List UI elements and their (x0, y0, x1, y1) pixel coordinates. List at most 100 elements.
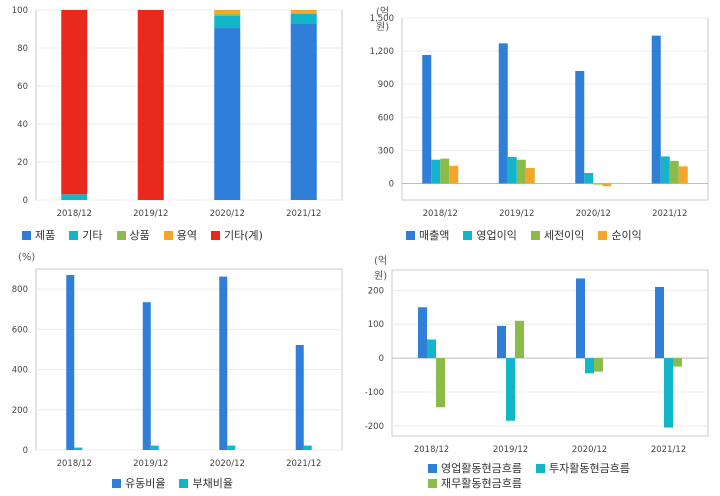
y-tick-label: 200 (12, 406, 28, 416)
legend-label: 상품 (129, 229, 150, 242)
bar-순이익 (525, 168, 535, 184)
x-tick-label: 2018/12 (57, 209, 92, 219)
x-tick-label: 2020/12 (572, 445, 607, 455)
bar-부채비율 (150, 445, 159, 450)
legend-swatch (530, 231, 540, 240)
y-tick-label: 200 (368, 286, 384, 296)
legend-item: 순이익 (598, 228, 642, 243)
bar-투자활동현금흐름 (506, 358, 515, 421)
x-tick-label: 2019/12 (133, 459, 168, 469)
y-tick-label: 300 (378, 146, 394, 156)
legend-label: 세전이익 (543, 229, 585, 242)
y-tick-label: 100 (12, 6, 28, 16)
legend-label: 기타(계) (224, 229, 263, 242)
legend-label: 순이익 (611, 229, 642, 242)
x-tick-label: 2021/12 (286, 459, 321, 469)
bar-기타 (214, 15, 241, 29)
bar-투자활동현금흐름 (664, 358, 673, 428)
x-tick-label: 2018/12 (423, 209, 458, 219)
bar-제품 (290, 23, 317, 200)
legend-item: 영업활동현금흐름 (428, 461, 522, 476)
legend-swatch (112, 479, 121, 488)
legend-swatch (535, 464, 545, 473)
legend-swatch (598, 231, 608, 240)
y-tick-label: 600 (12, 325, 28, 335)
legend-item: 기타 (69, 228, 103, 243)
y-tick-label: 900 (378, 80, 394, 90)
legend-label: 용역 (176, 229, 197, 242)
bar-영업활동현금흐름 (497, 325, 506, 359)
bar-세전이익 (516, 159, 526, 184)
income-legend: 매출액 영업이익 세전이익 순이익 (406, 228, 706, 243)
legend-item: 제품 (22, 228, 55, 243)
legend-label: 영업이익 (476, 229, 517, 242)
bar-용역 (214, 10, 241, 14)
bar-부채비율 (303, 445, 312, 450)
bar-부채비율 (74, 447, 83, 450)
legend-swatch (22, 231, 31, 240)
legend-label: 유동비율 (125, 477, 166, 490)
bar-유동비율 (66, 275, 75, 450)
bar-세전이익 (593, 183, 603, 185)
bar-영업이익 (507, 156, 517, 184)
legend-label: 부채비율 (192, 477, 233, 490)
bar-재무활동현금흐름 (673, 358, 682, 367)
legend-item: 투자활동현금흐름 (535, 461, 630, 476)
bar-유동비율 (295, 345, 304, 450)
bar-영업이익 (431, 159, 441, 184)
plot-frame (35, 268, 343, 451)
ratio-legend: 유동비율 부채비율 (112, 476, 332, 491)
bar-재무활동현금흐름 (515, 320, 524, 359)
bar-영업이익 (584, 172, 594, 184)
bar-부채비율 (227, 445, 236, 450)
legend-swatch (179, 479, 189, 488)
y-tick-label: 0 (23, 446, 28, 456)
y-tick-label: 0 (379, 354, 384, 364)
legend-swatch (163, 231, 173, 240)
bar-매출액 (575, 70, 585, 184)
legend-label: 영업활동현금흐름 (441, 462, 522, 475)
legend-label: 기타 (82, 229, 103, 242)
bar-세전이익 (440, 158, 450, 184)
legend-swatch (211, 231, 220, 240)
bar-영업활동현금흐름 (576, 278, 585, 359)
y-tick-label: 1,200 (370, 47, 394, 57)
bar-재무활동현금흐름 (436, 358, 445, 408)
bar-영업활동현금흐름 (655, 286, 664, 359)
y-tick-label: 400 (12, 366, 28, 376)
ratio-chart-svg: 0 200 400 600 800 2018/12 2019/12 2020/12 2021/1… (12, 268, 343, 469)
bar-유동비율 (142, 302, 151, 450)
bar-상품 (290, 12, 317, 14)
y-tick-label: 0 (389, 179, 394, 189)
bar-기타(계) (61, 10, 88, 195)
y-tick-label: 0 (23, 196, 28, 206)
y-tick-label: 1,500 (370, 14, 394, 24)
bar-기타 (290, 13, 317, 24)
y-tick-label: 80 (17, 44, 28, 54)
bar-기타 (61, 194, 88, 200)
y-tick-label: -100 (365, 388, 384, 398)
bar-유동비율 (219, 276, 228, 450)
legend-label: 매출액 (419, 229, 450, 242)
legend-item: 유동비율 (112, 476, 165, 491)
x-tick-label: 2019/12 (133, 209, 168, 219)
legend-swatch (406, 231, 415, 240)
x-tick-label: 2021/12 (651, 445, 686, 455)
legend-item: 영업이익 (463, 228, 517, 243)
y-tick-label: 40 (17, 120, 28, 130)
bar-매출액 (422, 54, 432, 184)
cashflow-legend: 영업활동현금흐름 투자활동현금흐름재무활동현금흐름 (428, 461, 708, 491)
bar-투자활동현금흐름 (427, 339, 436, 359)
bar-상품 (214, 13, 241, 16)
x-tick-label: 2020/12 (576, 209, 611, 219)
legend-swatch (428, 479, 437, 488)
legend-item: 기타(계) (211, 228, 263, 243)
x-tick-label: 2019/12 (499, 209, 534, 219)
legend-item: 부채비율 (179, 476, 233, 491)
legend-swatch (69, 231, 79, 240)
income-chart-svg: 0 300 600 900 1,200 1,500 2018/12 2019/12 2020/1… (370, 14, 709, 219)
legend-item: 매출액 (406, 228, 449, 243)
bar-순이익 (602, 183, 612, 187)
x-tick-label: 2018/12 (414, 445, 449, 455)
